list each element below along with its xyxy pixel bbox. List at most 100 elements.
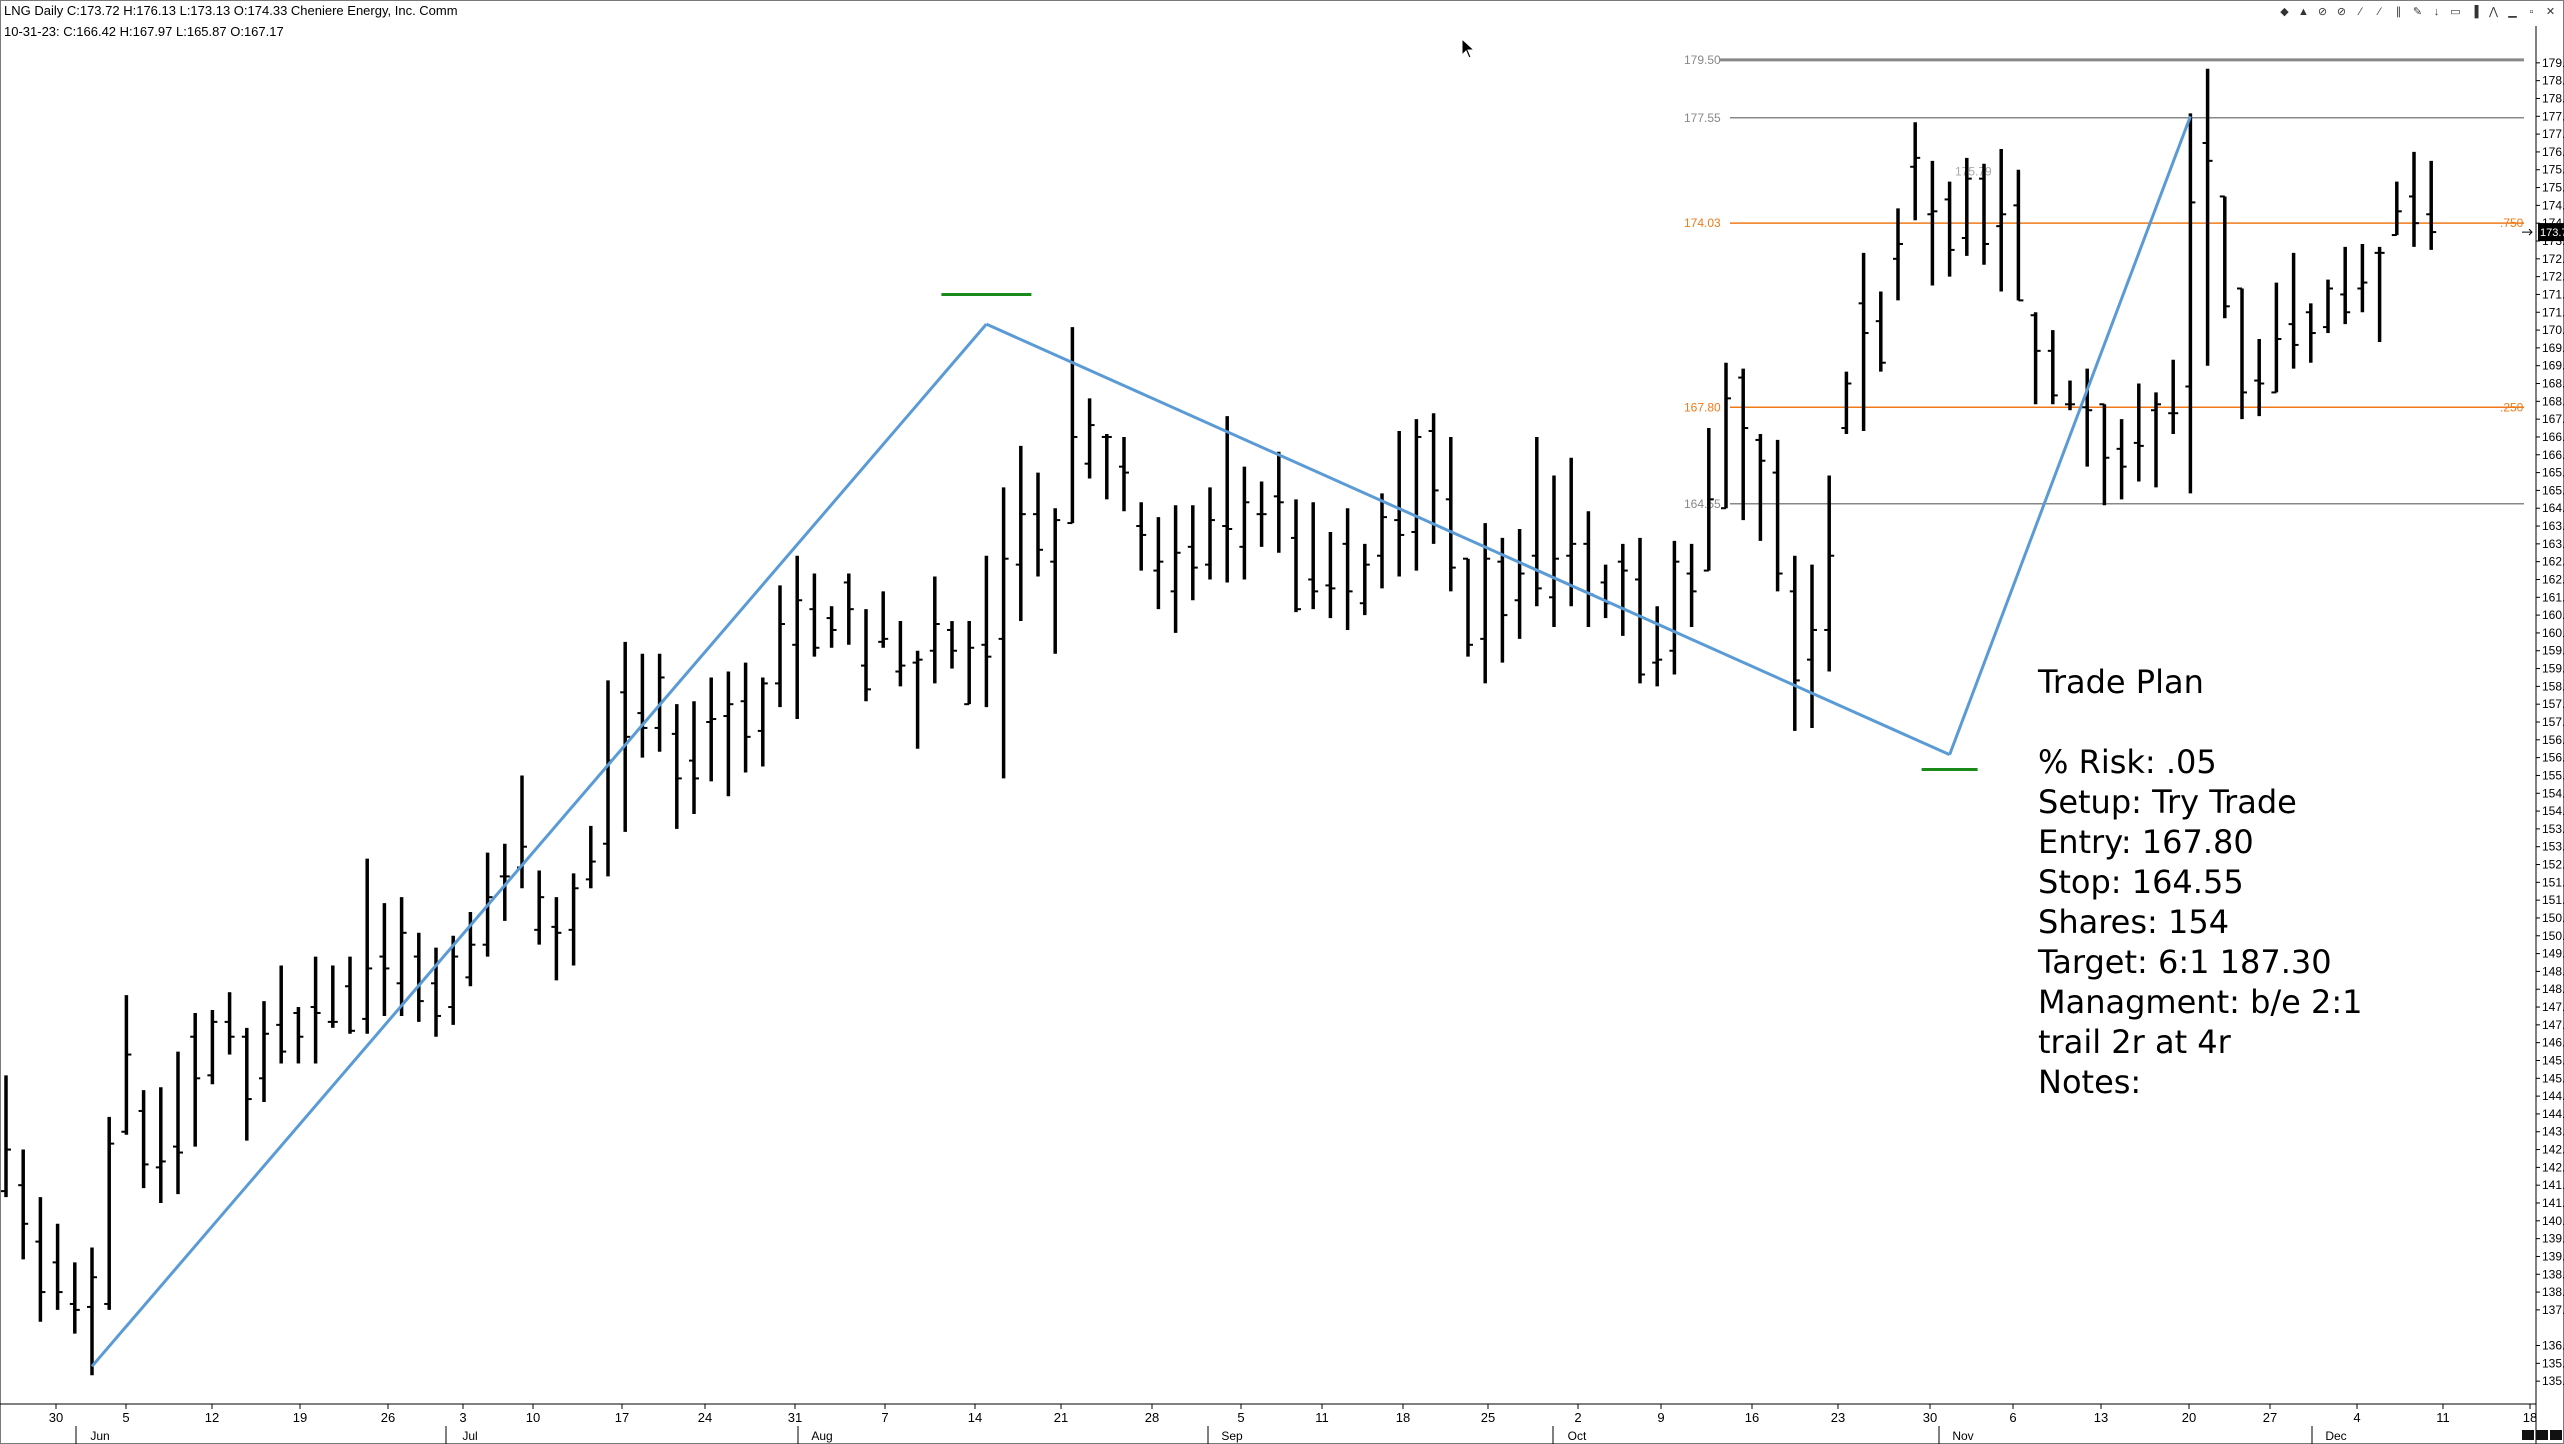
ohlc-bar <box>1273 451 1284 553</box>
ohlc-bar <box>2288 252 2299 369</box>
y-tick-label: 178.20 <box>2542 91 2564 105</box>
x-day-label: 11 <box>1315 1410 1329 1425</box>
arrow-down-icon[interactable]: ↓ <box>2433 5 2440 18</box>
pencil-icon[interactable]: ✎ <box>2412 5 2423 18</box>
brush-icon[interactable]: ∕ <box>2359 5 2362 18</box>
x-day-label: 24 <box>698 1410 712 1425</box>
y-tick-label: 162.60 <box>2542 555 2564 569</box>
trade-plan-note: Trade Plan % Risk: .05 Setup: Try Trade … <box>2038 662 2363 1102</box>
zigzag-lines <box>90 115 2192 1368</box>
ohlc-bar <box>276 965 287 1064</box>
y-tick-label: 150.00 <box>2542 929 2564 943</box>
x-day-label: 3 <box>459 1410 466 1425</box>
ohlc-bar <box>1686 543 1697 627</box>
ohlc-bar <box>2116 419 2127 500</box>
ohlc-bar <box>241 1027 252 1141</box>
x-month-label: Oct <box>1568 1429 1587 1443</box>
fib-level-label: 179.50 <box>1684 53 1721 67</box>
y-tick-label: 146.40 <box>2542 1036 2564 1050</box>
ohlc-bar <box>327 965 338 1028</box>
x-day-label: 6 <box>2009 1410 2016 1425</box>
ohlc-bar <box>671 704 682 829</box>
circle-icon[interactable]: ⊘ <box>2317 5 2328 18</box>
ohlc-bar <box>1 1075 11 1198</box>
trade-plan-stop: Stop: 164.55 <box>2038 863 2244 901</box>
trade-plan-shares: Shares: 154 <box>2038 903 2230 941</box>
spacer <box>2038 702 2363 742</box>
y-tick-label: 135.60 <box>2542 1356 2564 1370</box>
ohlc-bar <box>1961 157 1972 256</box>
ohlc-bar <box>1755 433 1766 541</box>
ohlc-bar <box>1996 148 2007 292</box>
bars-icon[interactable]: ▐ <box>2470 5 2479 18</box>
ohlc-bar <box>1600 564 1611 619</box>
y-tick-label: 137.40 <box>2542 1303 2564 1317</box>
ohlc-bar <box>2409 151 2419 247</box>
close-icon[interactable]: ✕ <box>2545 5 2556 18</box>
ohlc-bar <box>1583 511 1594 627</box>
ohlc-bar <box>912 650 923 749</box>
y-tick-label: 172.20 <box>2542 270 2564 284</box>
ohlc-bar <box>2047 330 2058 405</box>
x-day-label: 16 <box>1745 1410 1759 1425</box>
y-tick-label: 171.00 <box>2542 305 2564 319</box>
y-tick-label: 175.20 <box>2542 181 2564 195</box>
ohlc-bar <box>1772 439 1783 592</box>
minimize-icon[interactable]: ▁ <box>2508 5 2517 18</box>
y-tick-label: 138.00 <box>2542 1285 2564 1299</box>
ohlc-bar <box>723 671 734 797</box>
ohlc-bar <box>1291 499 1301 613</box>
ohlc-bar <box>1377 493 1387 589</box>
ohlc-bar <box>1858 252 1869 432</box>
ohlc-bar <box>1824 475 1835 672</box>
ohlc-bar <box>2151 392 2161 488</box>
no-entry-icon[interactable]: ⊘ <box>2336 5 2347 18</box>
chart-icon[interactable]: ▲ <box>2298 5 2309 18</box>
ohlc-bar <box>775 585 785 708</box>
ohlc-bar <box>173 1051 183 1195</box>
x-month-label: Jul <box>462 1429 477 1443</box>
y-tick-label: 139.20 <box>2542 1249 2564 1263</box>
highlight-icon[interactable]: ▭ <box>2450 5 2461 18</box>
y-tick-label: 171.60 <box>2542 287 2564 301</box>
ohlc-bar <box>1325 531 1336 619</box>
ohlc-bar <box>1944 181 1955 277</box>
ohlc-bar <box>2099 403 2110 506</box>
trade-plan-trail: trail 2r at 4r <box>2038 1023 2231 1061</box>
x-day-label: 18 <box>1396 1410 1410 1425</box>
y-tick-label: 156.00 <box>2542 751 2564 765</box>
zigzag-segment <box>1948 115 2192 756</box>
zigzag-icon[interactable]: ⋀ <box>2488 5 2499 18</box>
x-month-label: Nov <box>1952 1429 1973 1443</box>
layers-icon[interactable]: ◆ <box>2280 5 2289 18</box>
ohlc-bar <box>809 573 820 657</box>
zigzag-segment <box>90 323 988 1368</box>
scroll-end-button[interactable] <box>2550 1430 2562 1440</box>
ohlc-bar <box>947 621 957 669</box>
y-tick-label: 172.80 <box>2542 252 2564 266</box>
ohlc-bar <box>861 609 871 702</box>
ohlc-bar <box>740 662 751 773</box>
ohlc-bar <box>1101 433 1112 500</box>
ohlc-bar <box>2030 312 2041 405</box>
x-day-label: 26 <box>381 1410 395 1425</box>
scroll-right-button[interactable] <box>2536 1430 2548 1440</box>
ohlc-bar <box>1342 508 1353 630</box>
line-icon[interactable]: ∕ <box>2378 5 2381 18</box>
y-tick-label: 168.00 <box>2542 394 2564 408</box>
ohlc-bar <box>1549 475 1559 627</box>
y-tick-label: 141.00 <box>2542 1196 2564 1210</box>
ohlc-bar <box>1910 122 1921 221</box>
parallel-lines-icon[interactable]: ∥ <box>2395 5 2402 18</box>
swing-marks <box>941 292 1978 772</box>
ohlc-bar <box>379 903 390 1016</box>
ohlc-bar <box>757 677 768 767</box>
maximize-icon[interactable]: ▫ <box>2529 5 2534 18</box>
ohlc-bar <box>534 870 545 945</box>
y-tick-label: 162.00 <box>2542 572 2564 586</box>
scroll-left-button[interactable] <box>2522 1430 2534 1440</box>
y-tick-label: 147.60 <box>2542 1000 2564 1014</box>
y-tick-label: 157.20 <box>2542 715 2564 729</box>
ohlc-bar <box>1084 398 1095 479</box>
